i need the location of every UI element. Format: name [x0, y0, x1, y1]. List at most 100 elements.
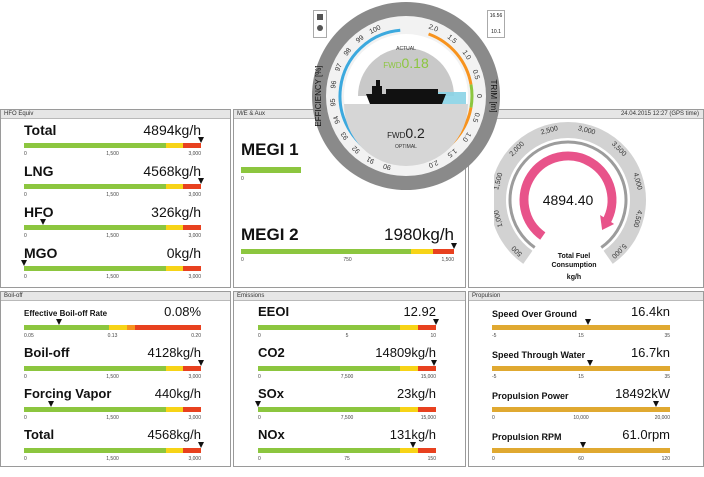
scale-tick: 1,500 — [106, 192, 119, 198]
scale-tick: 0 — [24, 374, 27, 380]
scale-tick: 15 — [578, 333, 584, 339]
fuel-gauge-value: 4894.40 — [543, 192, 594, 208]
scale-tick: 15,000 — [420, 415, 436, 421]
metric-megi-2: MEGI 2 1980kg/h 0 750 1,500 — [241, 225, 457, 265]
efficiency-tick: 98 — [343, 47, 353, 58]
value-number: 23 — [396, 386, 412, 401]
metric-bar — [492, 407, 670, 412]
value-number: 326 — [151, 204, 175, 220]
emissions-header: Emissions — [234, 292, 465, 301]
scale-tick: 15 — [578, 374, 584, 380]
bar-segment — [492, 448, 670, 453]
metric-label: Total — [24, 122, 57, 138]
left-info-box — [313, 10, 327, 38]
boiloff-header: Boil-off — [1, 292, 230, 301]
trim-axis-title: TRIM [m] — [489, 80, 498, 113]
fuel-outer-band — [490, 122, 646, 264]
metric-total: Total 4894kg/h 0 1,500 3,000 — [24, 122, 204, 159]
metric-bar — [24, 366, 201, 371]
scale-tick: 3,000 — [188, 456, 201, 462]
bar-segment — [183, 184, 201, 189]
scale-tick: 60 — [578, 456, 584, 462]
scale-tick: -5 — [492, 333, 497, 339]
value-number: 16.4 — [630, 304, 657, 319]
bar-segment — [24, 366, 166, 371]
gauge-lower-face — [344, 104, 468, 166]
bar-segment — [418, 448, 436, 453]
scale-tick: 20,000 — [654, 415, 670, 421]
fuel-scale-tick: 2,500 — [540, 125, 559, 136]
emissions-panel: Emissions — [233, 291, 466, 467]
metric-propulsion-power: Propulsion Power 18492kW 0 10,000 20,000 — [492, 386, 670, 423]
metric-bar — [241, 249, 454, 254]
scale-tick: 0 — [24, 274, 27, 280]
metric-speed-over-ground: Speed Over Ground 16.4kn -5 15 35 — [492, 304, 670, 341]
scale-tick: 0 — [24, 456, 27, 462]
fuel-inner-ring — [508, 140, 628, 249]
scale-tick: 7,500 — [340, 415, 354, 421]
value-unit: rpm — [647, 427, 670, 442]
bar-segment — [183, 266, 201, 271]
scale-tick: 0 — [492, 415, 495, 421]
metric-label: EEOI — [258, 304, 290, 319]
metric-label: NOx — [258, 427, 285, 442]
value-number: 1980 — [384, 225, 422, 244]
actual-label: ACTUAL — [396, 46, 416, 52]
scale-tick: 0 — [241, 257, 244, 263]
bar-segment — [258, 448, 401, 453]
scale-tick: 0.20 — [191, 333, 201, 339]
hfo-equiv-header: HFO Equiv — [1, 110, 230, 119]
efficiency-tick: 94 — [333, 115, 342, 125]
right-info-box: 16.56 10.1 — [487, 10, 505, 38]
gps-timestamp: 24.04.2015 12:27 (GPS time) — [620, 111, 699, 117]
value-marker — [198, 178, 204, 184]
scale-tick: 5 — [345, 333, 349, 339]
value-unit: kg/h — [176, 386, 201, 401]
bar-segment — [24, 266, 166, 271]
actual-number: 0.18 — [401, 55, 428, 71]
bar-segment — [165, 143, 184, 148]
metric-label: SOx — [258, 386, 285, 401]
megi1-bar — [241, 167, 301, 173]
fuel-gauge-unit: kg/h — [567, 274, 581, 281]
scale-tick: 0 — [24, 192, 27, 198]
metric-bar — [258, 366, 436, 371]
efficiency-tick: 93 — [340, 130, 350, 140]
efficiency-tick: 100 — [369, 24, 383, 35]
fuel-value-arc — [519, 151, 617, 240]
ship-deck — [386, 89, 438, 94]
bar-segment — [258, 407, 401, 412]
scale-tick: 1,500 — [441, 257, 454, 263]
ship-funnel — [376, 80, 380, 86]
metric-value: 440kg/h — [155, 386, 201, 401]
value-marker — [47, 401, 54, 407]
metric-bar — [24, 325, 201, 330]
value-number: 16.7 — [630, 345, 657, 360]
scale-tick: 1,500 — [106, 233, 119, 239]
scale-tick: 10,000 — [573, 415, 589, 421]
value-marker — [40, 219, 47, 225]
scale-tick: 0 — [24, 151, 27, 157]
bar-segment — [258, 366, 401, 371]
value-number: 131 — [389, 427, 412, 442]
metric-value: 131kg/h — [390, 427, 436, 442]
metric-label: Speed Over Ground — [492, 309, 578, 319]
value-number: 440 — [154, 386, 177, 401]
dial-icon — [317, 25, 323, 31]
metric-label: LNG — [24, 163, 54, 179]
metric-bar — [24, 448, 201, 453]
bar-segment — [411, 249, 433, 254]
scale-tick: 35 — [664, 374, 670, 380]
scale-tick: 120 — [661, 456, 670, 462]
metric-value: 14809kg/h — [375, 345, 436, 360]
metric-value: 4894kg/h — [143, 122, 201, 138]
bar-segment — [492, 325, 670, 330]
bar-segment — [400, 325, 419, 330]
metric-hfo: HFO 326kg/h 0 1,500 3,000 — [24, 204, 201, 241]
metric-value: 4568kg/h — [143, 163, 201, 179]
value-unit: % — [189, 304, 201, 319]
metric-sox: SOx 23kg/h 0 7,500 15,000 — [255, 386, 436, 423]
bar-segment — [24, 184, 166, 189]
bar-segment — [183, 143, 201, 148]
boiloff-panel: Boil-off — [0, 291, 231, 467]
